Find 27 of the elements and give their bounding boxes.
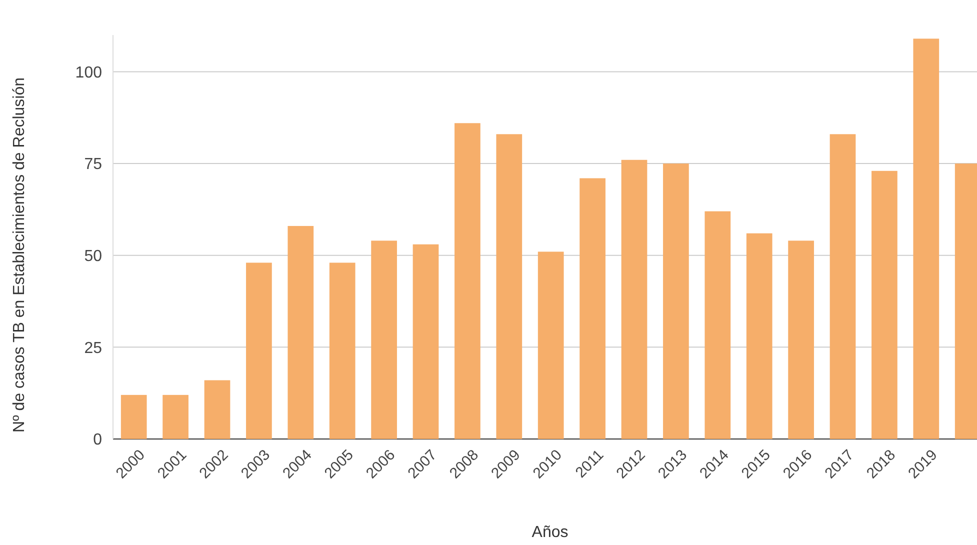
- x-axis-title: Años: [532, 524, 568, 541]
- bar: [329, 262, 356, 439]
- bar: [204, 380, 230, 439]
- bar: [288, 226, 314, 439]
- bar: [371, 240, 397, 439]
- bar: [120, 394, 147, 439]
- bar: [412, 244, 439, 439]
- y-tick-label: 75: [84, 156, 102, 174]
- bar: [246, 262, 272, 439]
- bar: [454, 123, 480, 439]
- bar: [496, 134, 522, 439]
- bar: [704, 211, 731, 439]
- bar: [538, 252, 564, 439]
- bar: [788, 240, 814, 439]
- bar: [913, 38, 940, 439]
- y-tick-label: 0: [93, 432, 102, 449]
- y-tick-label: 50: [84, 248, 102, 265]
- bar: [580, 178, 606, 439]
- bar: [830, 134, 856, 439]
- bar: [663, 164, 689, 439]
- bar: [621, 160, 648, 439]
- bar: [162, 394, 188, 439]
- bar: [746, 233, 772, 439]
- y-axis-title: Nº de casos TB en Establecimientos de Reclusión: [11, 77, 28, 433]
- y-tick-label: 25: [84, 340, 102, 357]
- y-tick-label: 100: [75, 64, 102, 82]
- bar: [872, 170, 898, 439]
